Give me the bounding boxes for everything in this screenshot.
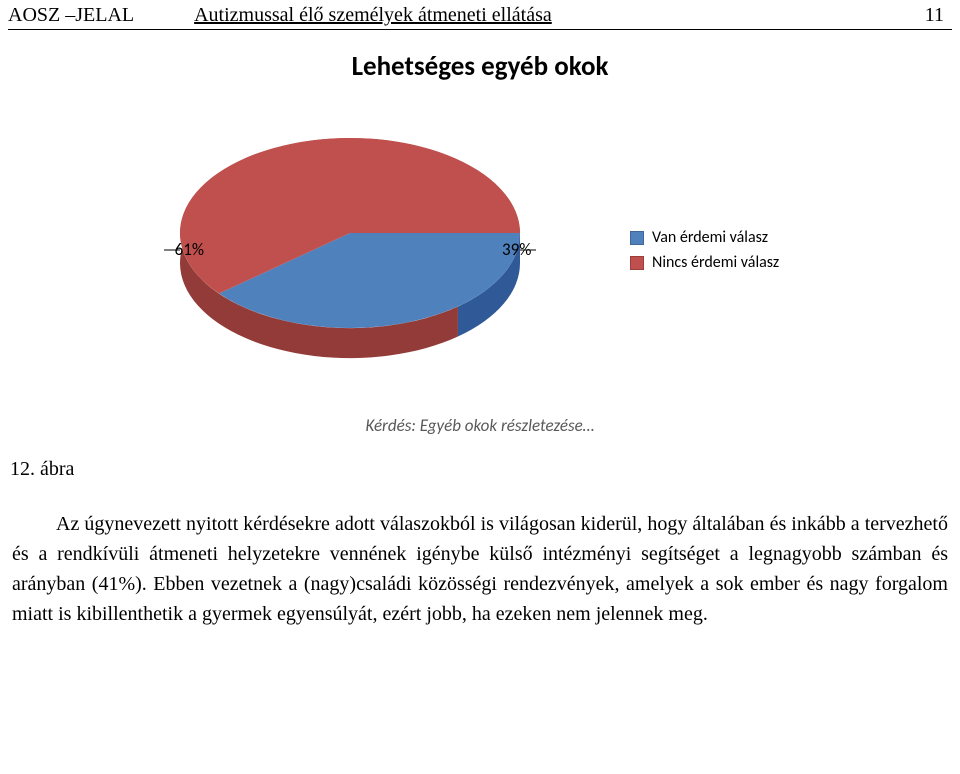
pie-chart-container: Lehetséges egyéb okok 61% 39% — [70, 50, 890, 436]
header-page-number: 11 — [925, 4, 952, 27]
legend-swatch-0 — [630, 231, 644, 245]
pie-svg: 61% 39% — [120, 105, 580, 395]
legend-item-1: Nincs érdemi válasz — [630, 253, 890, 272]
body-paragraph-text: Az úgynevezett nyitott kérdésekre adott … — [12, 513, 948, 625]
legend-label-1: Nincs érdemi válasz — [652, 253, 779, 272]
pie-cell: 61% 39% — [70, 95, 630, 405]
header-center: Autizmussal élő személyek átmeneti ellát… — [134, 4, 925, 27]
header-rule — [8, 29, 952, 30]
chart-footer: Kérdés: Egyéb okok részletezése… — [70, 415, 890, 436]
legend-swatch-1 — [630, 256, 644, 270]
header-left: AOSZ –JELAL — [8, 4, 134, 27]
figure-caption: 12. ábra — [10, 458, 950, 481]
legend-item-0: Van érdemi válasz — [630, 228, 890, 247]
chart-body: 61% 39% Van érdemi válasz Nincs érdemi v… — [70, 95, 890, 405]
page-header: AOSZ –JELAL Autizmussal élő személyek át… — [0, 0, 960, 27]
body-paragraph: Az úgynevezett nyitott kérdésekre adott … — [12, 509, 948, 629]
chart-title: Lehetséges egyéb okok — [70, 50, 890, 83]
legend-label-0: Van érdemi válasz — [652, 228, 768, 247]
chart-legend: Van érdemi válasz Nincs érdemi válasz — [630, 222, 890, 278]
header-center-text: Autizmussal élő személyek átmeneti ellát… — [194, 4, 552, 26]
